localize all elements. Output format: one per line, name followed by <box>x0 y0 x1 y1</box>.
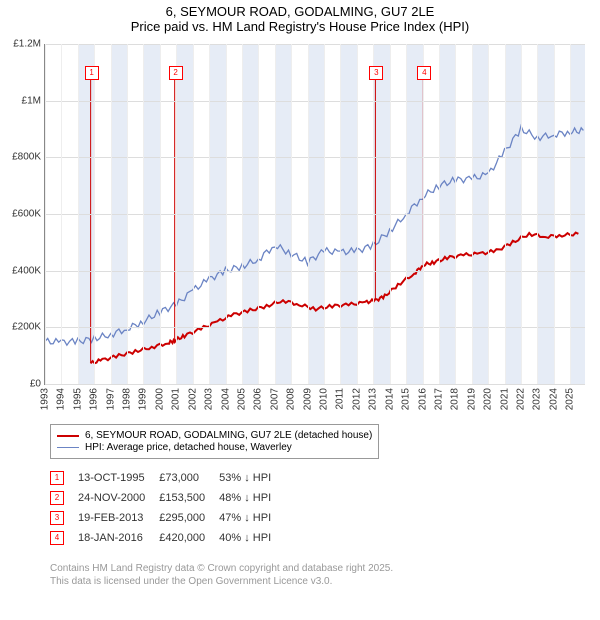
table-row: 2 24-NOV-2000£153,50048% ↓ HPI <box>50 488 285 508</box>
x-tick-label: 2007 <box>269 388 280 410</box>
x-tick-label: 2010 <box>319 388 330 410</box>
x-tick-label: 2009 <box>302 388 313 410</box>
footer-line1: Contains HM Land Registry data © Crown c… <box>50 562 393 575</box>
sale-date: 18-JAN-2016 <box>78 528 159 548</box>
x-tick-label: 2021 <box>499 388 510 410</box>
x-tick-label: 1999 <box>138 388 149 410</box>
y-tick-label: £1.2M <box>5 39 41 50</box>
x-tick-label: 2011 <box>335 388 346 410</box>
x-tick-label: 1994 <box>56 388 67 410</box>
sale-diff: 47% ↓ HPI <box>219 508 285 528</box>
x-tick-label: 2006 <box>253 388 264 410</box>
legend: 6, SEYMOUR ROAD, GODALMING, GU7 2LE (det… <box>50 424 379 459</box>
series-hpi <box>45 126 583 345</box>
sale-price: £153,500 <box>159 488 219 508</box>
x-tick-label: 1997 <box>105 388 116 410</box>
row-marker: 1 <box>50 471 64 485</box>
chart-area: £0£200K£400K£600K£800K£1M£1.2M1993199419… <box>44 44 584 414</box>
x-tick-label: 1996 <box>89 388 100 410</box>
x-tick-label: 2013 <box>368 388 379 410</box>
x-tick-label: 2004 <box>220 388 231 410</box>
sale-price: £295,000 <box>159 508 219 528</box>
y-tick-label: £400K <box>5 265 41 276</box>
sale-marker-2: 2 <box>169 66 183 80</box>
legend-item: 6, SEYMOUR ROAD, GODALMING, GU7 2LE (det… <box>57 430 372 441</box>
title-line2: Price paid vs. HM Land Registry's House … <box>0 19 600 34</box>
x-tick-label: 2018 <box>450 388 461 410</box>
sales-table: 1 13-OCT-1995£73,00053% ↓ HPI 2 24-NOV-2000… <box>50 468 285 548</box>
sale-marker-1: 1 <box>85 66 99 80</box>
x-tick-label: 2014 <box>384 388 395 410</box>
x-tick-label: 1995 <box>72 388 83 410</box>
row-marker: 3 <box>50 511 64 525</box>
x-tick-label: 2024 <box>548 388 559 410</box>
x-tick-label: 2005 <box>236 388 247 410</box>
sale-price: £73,000 <box>159 468 219 488</box>
sale-date: 24-NOV-2000 <box>78 488 159 508</box>
x-tick-label: 2016 <box>417 388 428 410</box>
x-tick-label: 2008 <box>286 388 297 410</box>
y-tick-label: £1M <box>5 95 41 106</box>
sale-date: 13-OCT-1995 <box>78 468 159 488</box>
x-tick-label: 1998 <box>122 388 133 410</box>
sale-price: £420,000 <box>159 528 219 548</box>
y-tick-label: £600K <box>5 209 41 220</box>
sale-diff: 48% ↓ HPI <box>219 488 285 508</box>
x-tick-label: 2025 <box>565 388 576 410</box>
footer-line2: This data is licensed under the Open Gov… <box>50 575 393 588</box>
x-tick-label: 2019 <box>466 388 477 410</box>
y-tick-label: £800K <box>5 152 41 163</box>
table-row: 3 19-FEB-2013£295,00047% ↓ HPI <box>50 508 285 528</box>
legend-label: 6, SEYMOUR ROAD, GODALMING, GU7 2LE (det… <box>85 430 372 441</box>
y-tick-label: £200K <box>5 322 41 333</box>
legend-item: HPI: Average price, detached house, Wave… <box>57 442 372 453</box>
sale-diff: 53% ↓ HPI <box>219 468 285 488</box>
sale-marker-4: 4 <box>417 66 431 80</box>
x-tick-label: 2000 <box>154 388 165 410</box>
x-tick-label: 2022 <box>515 388 526 410</box>
legend-label: HPI: Average price, detached house, Wave… <box>85 442 292 453</box>
footer: Contains HM Land Registry data © Crown c… <box>50 562 393 588</box>
x-tick-label: 2015 <box>401 388 412 410</box>
x-tick-label: 2002 <box>187 388 198 410</box>
x-tick-label: 1993 <box>40 388 51 410</box>
row-marker: 2 <box>50 491 64 505</box>
table-row: 4 18-JAN-2016£420,00040% ↓ HPI <box>50 528 285 548</box>
x-tick-label: 2012 <box>351 388 362 410</box>
x-tick-label: 2023 <box>532 388 543 410</box>
x-tick-label: 2003 <box>204 388 215 410</box>
x-tick-label: 2001 <box>171 388 182 410</box>
sale-date: 19-FEB-2013 <box>78 508 159 528</box>
x-tick-label: 2020 <box>483 388 494 410</box>
table-row: 1 13-OCT-1995£73,00053% ↓ HPI <box>50 468 285 488</box>
sale-diff: 40% ↓ HPI <box>219 528 285 548</box>
chart-container: 6, SEYMOUR ROAD, GODALMING, GU7 2LE Pric… <box>0 0 600 620</box>
row-marker: 4 <box>50 531 64 545</box>
plot-area: £0£200K£400K£600K£800K£1M£1.2M1993199419… <box>44 44 585 385</box>
title-line1: 6, SEYMOUR ROAD, GODALMING, GU7 2LE <box>0 0 600 19</box>
y-tick-label: £0 <box>5 379 41 390</box>
sale-marker-3: 3 <box>369 66 383 80</box>
x-tick-label: 2017 <box>433 388 444 410</box>
